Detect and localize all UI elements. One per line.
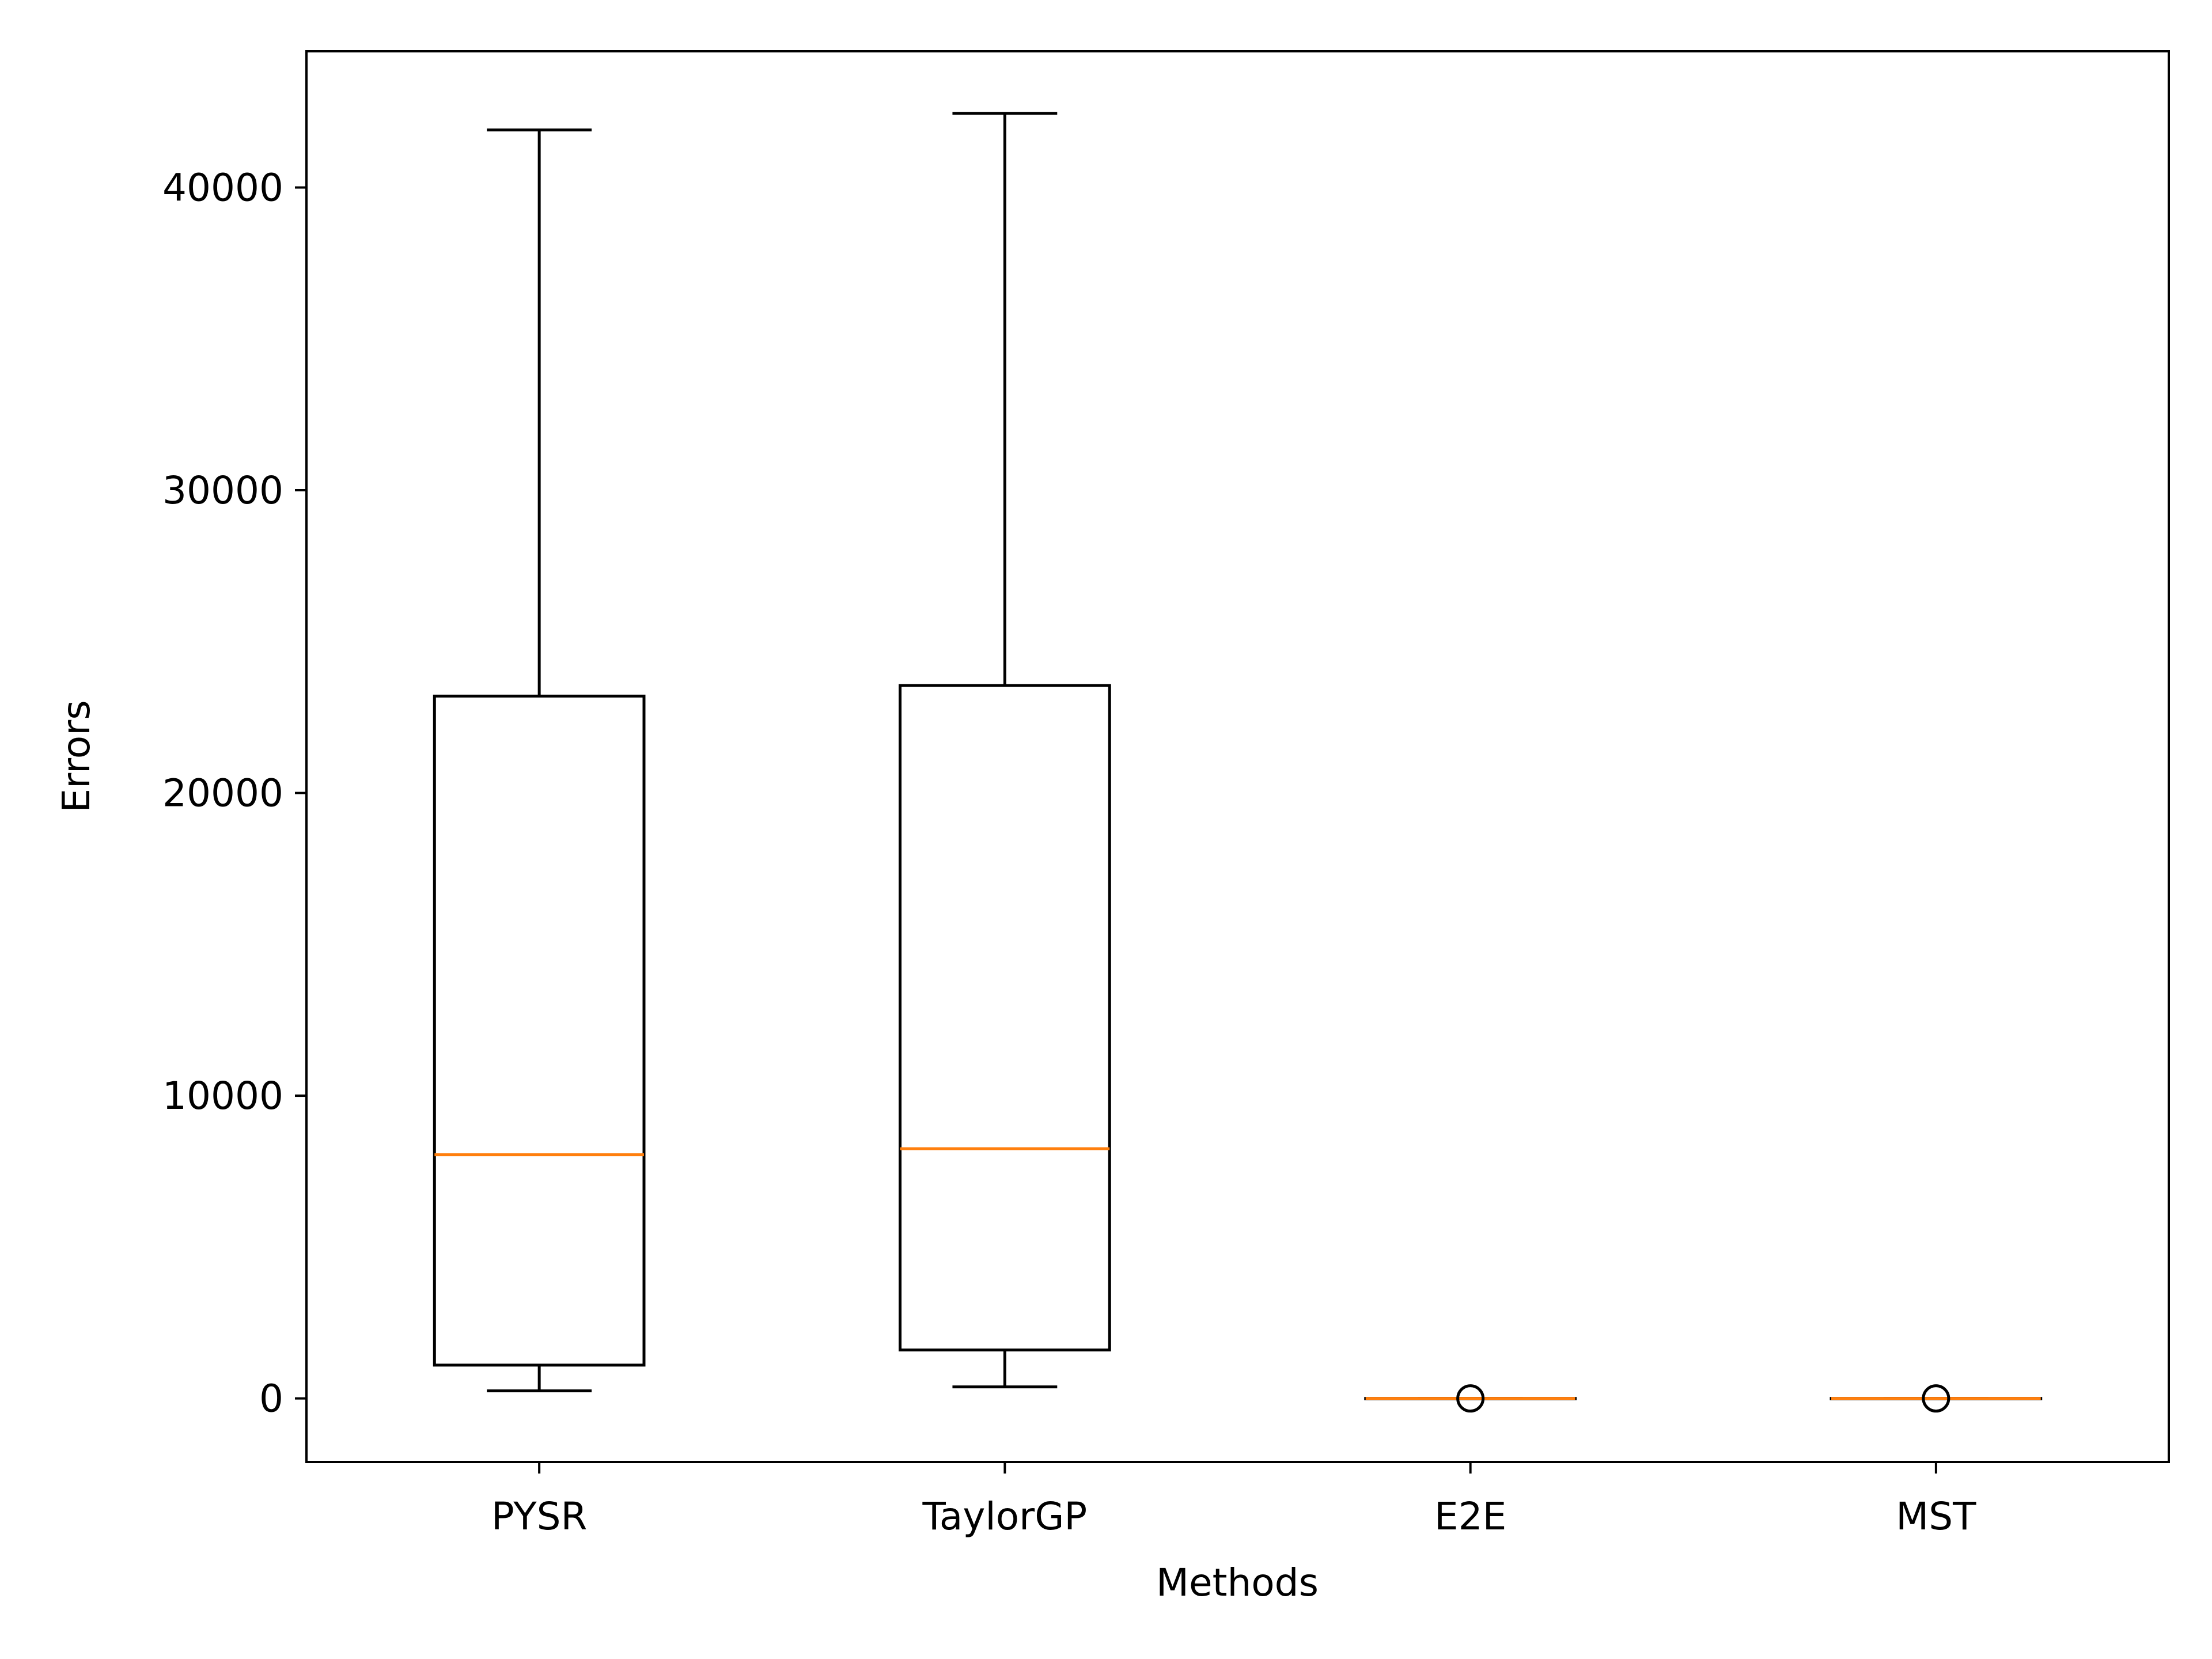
y-tick-label: 40000 bbox=[162, 165, 283, 210]
y-tick-label: 30000 bbox=[162, 468, 283, 513]
y-tick-label: 10000 bbox=[162, 1074, 283, 1118]
y-tick-label: 0 bbox=[259, 1377, 283, 1421]
x-axis-label: Methods bbox=[1156, 1560, 1319, 1605]
outlier-point bbox=[1456, 1384, 1485, 1413]
box-group-pysr bbox=[433, 128, 646, 1392]
x-tick-label: E2E bbox=[1434, 1494, 1506, 1539]
plot-marks bbox=[433, 112, 2043, 1413]
x-axis: PYSR TaylorGP E2E MST bbox=[491, 1462, 1976, 1539]
y-axis-label: Errors bbox=[54, 700, 99, 812]
x-tick-label: PYSR bbox=[491, 1494, 587, 1539]
y-tick-label: 20000 bbox=[162, 771, 283, 816]
box-group-taylorgp bbox=[899, 112, 1111, 1389]
plot-frame bbox=[305, 50, 2170, 1463]
box-group-e2e bbox=[1364, 1384, 1577, 1413]
box-iqr bbox=[433, 694, 646, 1367]
x-tick-label: MST bbox=[1896, 1494, 1976, 1539]
x-tick-label: TaylorGP bbox=[922, 1494, 1088, 1539]
y-axis: 0 10000 20000 30000 40000 bbox=[162, 165, 306, 1421]
box-iqr bbox=[899, 684, 1111, 1352]
box-group-mst bbox=[1830, 1384, 2043, 1413]
outlier-point bbox=[1922, 1384, 1950, 1413]
